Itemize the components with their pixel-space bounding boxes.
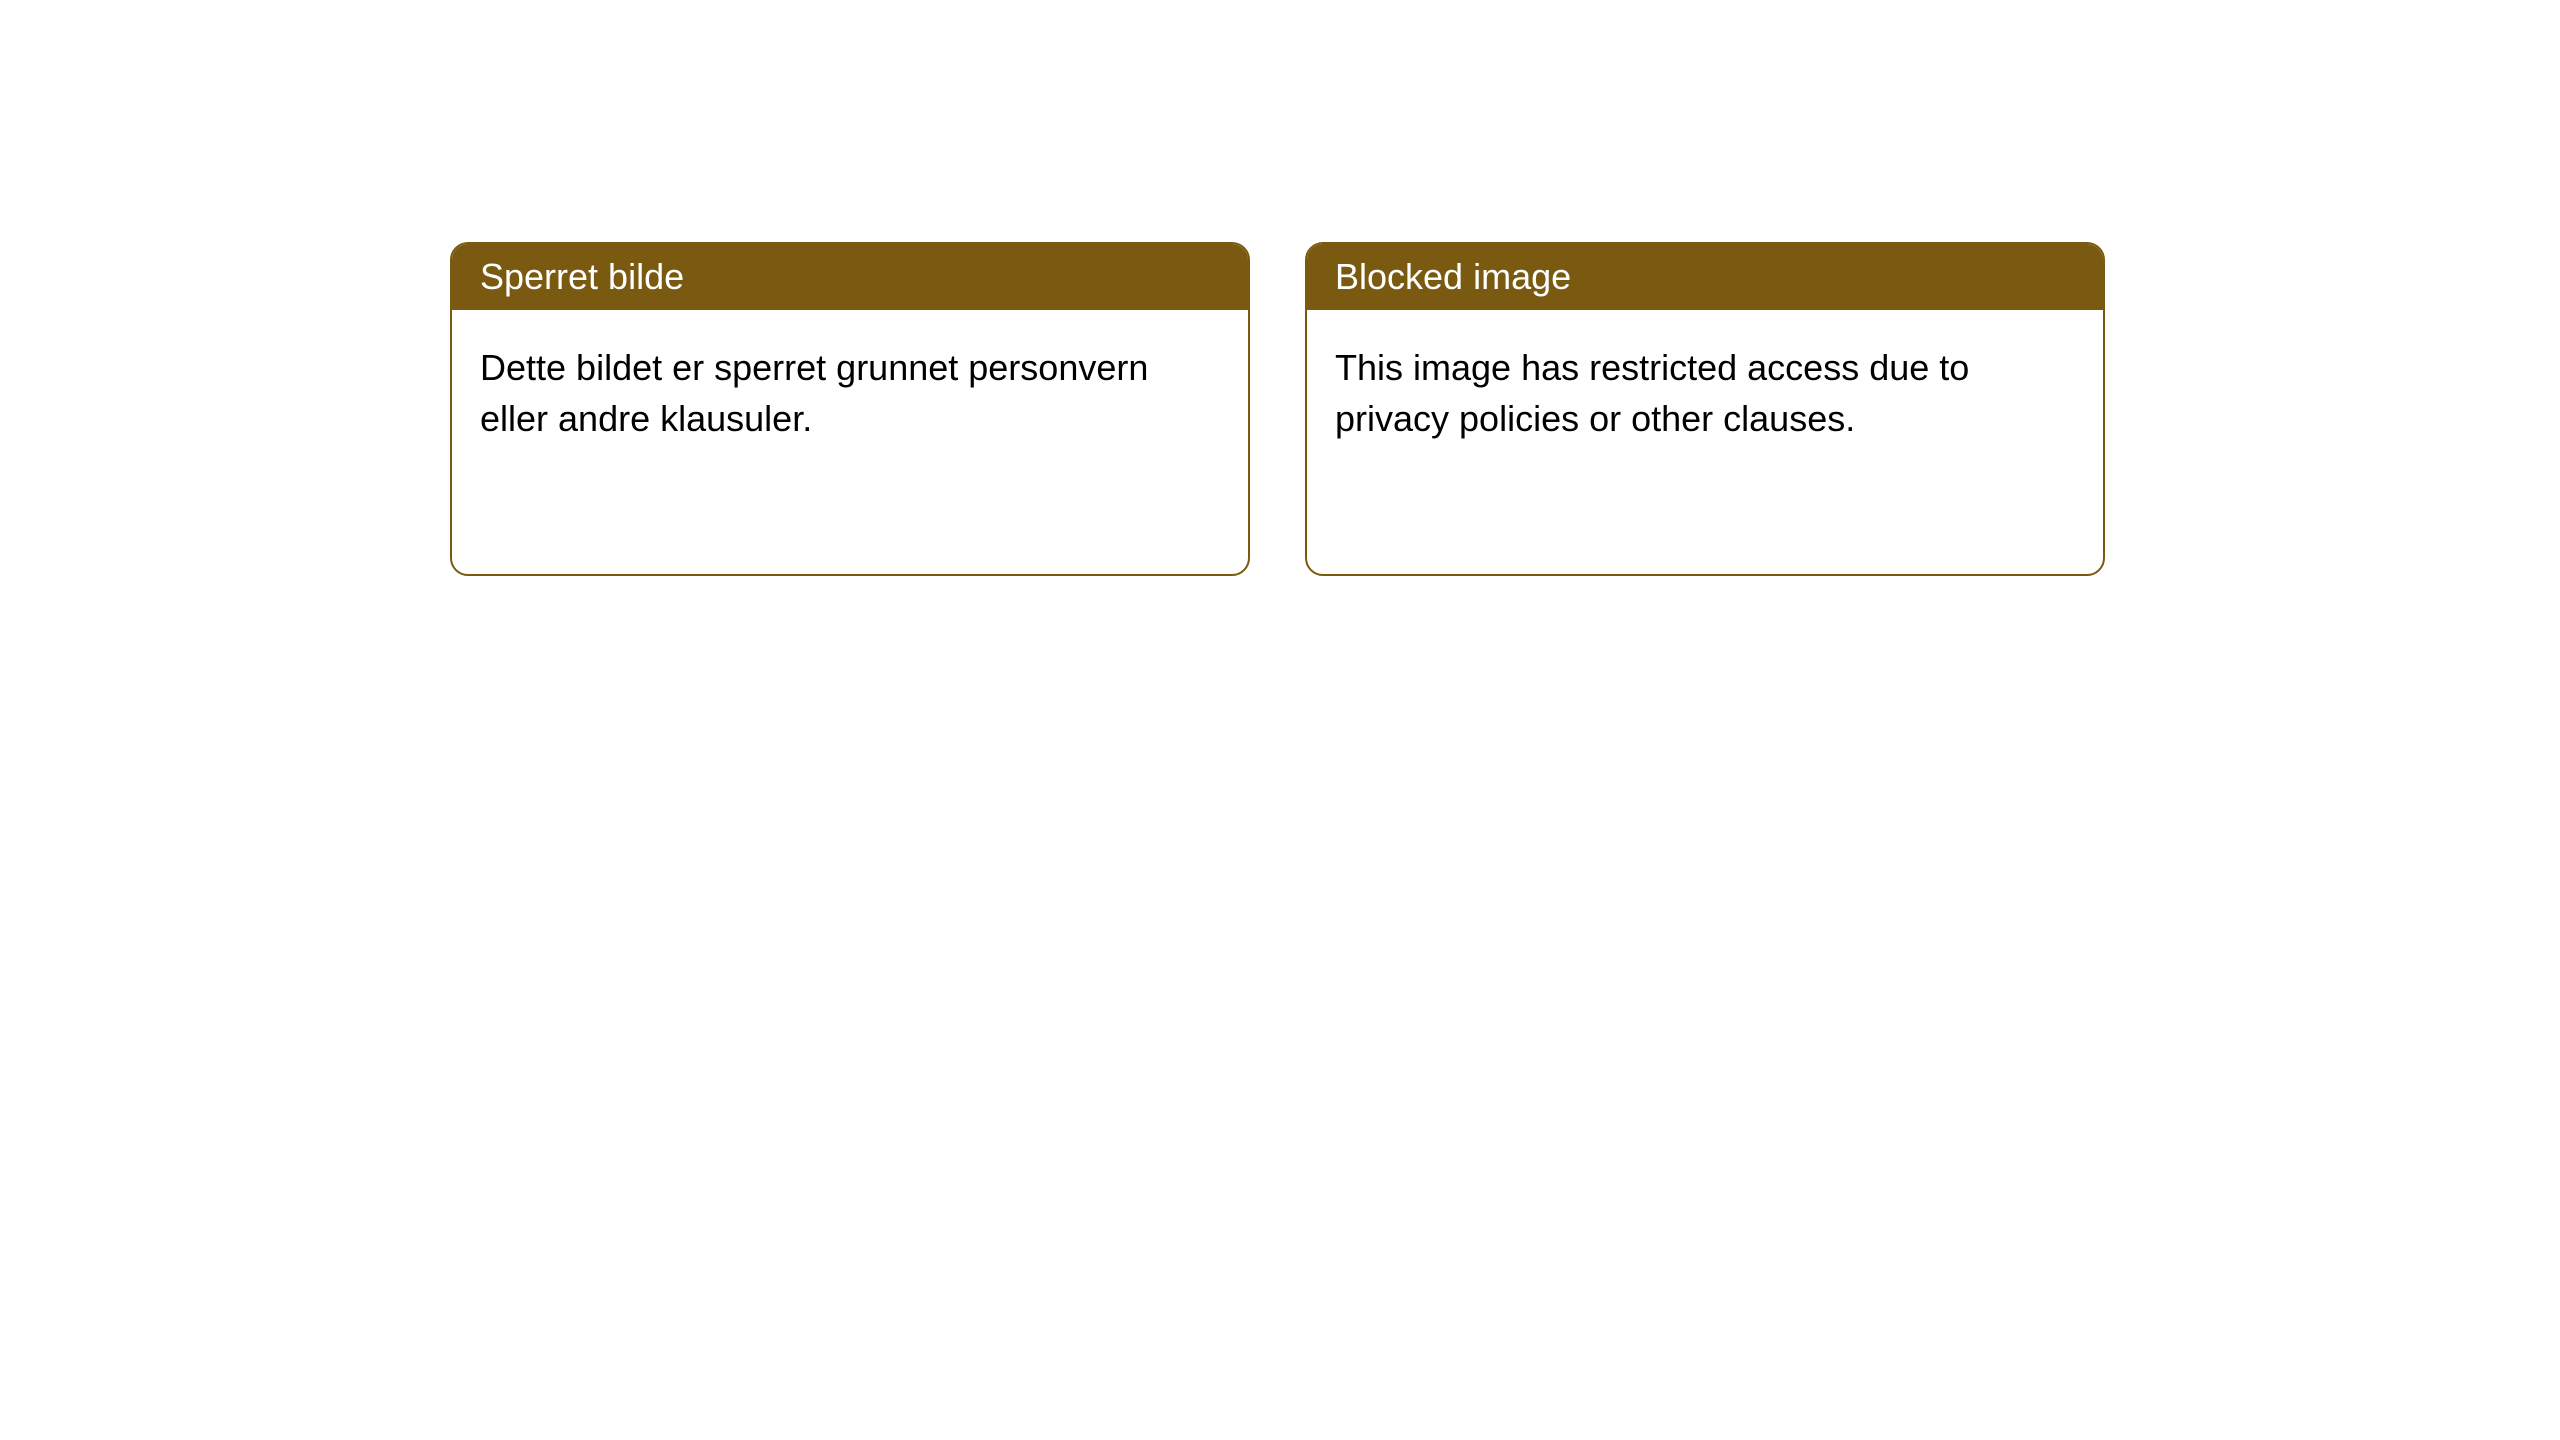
card-body-no: Dette bildet er sperret grunnet personve… bbox=[452, 310, 1248, 476]
card-body-en: This image has restricted access due to … bbox=[1307, 310, 2103, 476]
blocked-image-notices: Sperret bilde Dette bildet er sperret gr… bbox=[450, 242, 2105, 576]
blocked-image-card-no: Sperret bilde Dette bildet er sperret gr… bbox=[450, 242, 1250, 576]
card-header-no: Sperret bilde bbox=[452, 244, 1248, 310]
card-header-en: Blocked image bbox=[1307, 244, 2103, 310]
blocked-image-card-en: Blocked image This image has restricted … bbox=[1305, 242, 2105, 576]
